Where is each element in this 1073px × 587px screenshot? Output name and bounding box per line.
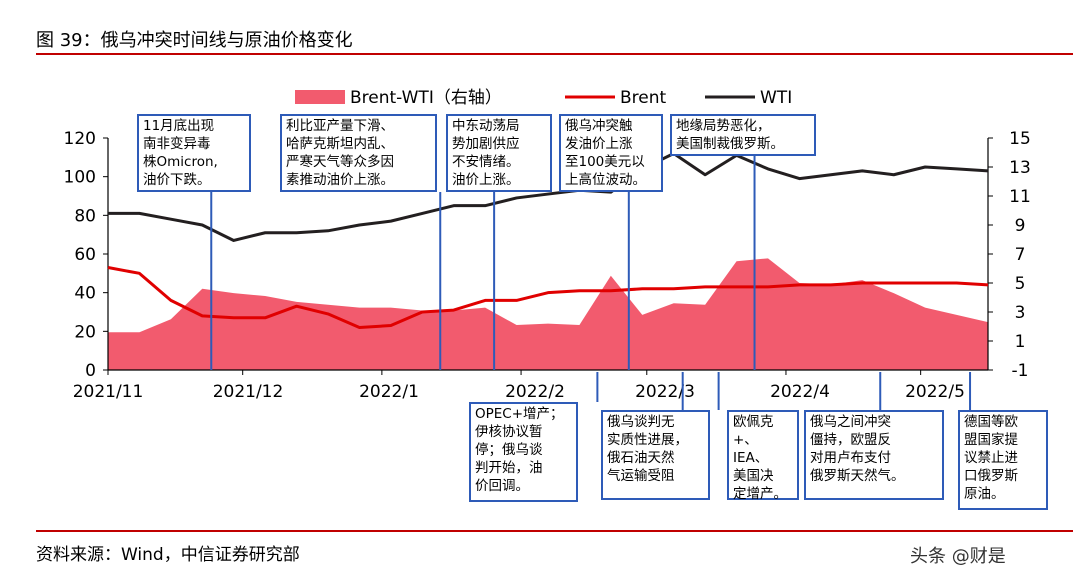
wti-line xyxy=(108,151,989,242)
x-tick-label: 2022/3 xyxy=(635,382,695,402)
brent-line xyxy=(107,266,989,329)
annotation-opec: OPEC+增产； 伊核协议暂 停；俄乌谈 判开始，油 价回调。 xyxy=(469,402,578,502)
x-tick-label: 2022/5 xyxy=(905,382,965,402)
y-right-tick-label: 9 xyxy=(1015,216,1026,236)
y-left-tick-label: 20 xyxy=(74,322,96,342)
y-right-tick-label: 11 xyxy=(1009,187,1031,207)
y-left-tick-label: 100 xyxy=(64,168,96,188)
annotation-ruble: 俄乌之间冲突 僵持，欧盟反 对用卢布支付 俄罗斯天然气。 xyxy=(804,410,944,500)
legend-swatch-spread xyxy=(295,90,345,104)
annotation-omicron: 11月底出现 南非变异毒 株Omicron, 油价下跌。 xyxy=(137,114,251,192)
y-right-tick-label: 7 xyxy=(1015,245,1026,265)
x-tick-label: 2022/2 xyxy=(505,382,565,402)
legend-label: Brent xyxy=(620,88,667,108)
y-left-tick-label: 120 xyxy=(64,129,96,149)
y-right-tick-label: 15 xyxy=(1009,129,1031,149)
annotation-sanctions: 地缘局势恶化， 美国制裁俄罗斯。 xyxy=(670,114,816,156)
annotation-touch100: 俄乌冲突触 发油价上涨 至100美元以 上高位波动。 xyxy=(559,114,663,192)
y-right-tick-label: 5 xyxy=(1015,274,1026,294)
y-left-tick-label: 80 xyxy=(74,206,96,226)
y-left-tick-label: 40 xyxy=(74,284,96,304)
x-tick-label: 2021/12 xyxy=(213,382,284,402)
y-left-tick-label: 60 xyxy=(74,245,96,265)
annotation-libya: 利比亚产量下滑、 哈萨克斯坦内乱、 严寒天气等众多因 素推动油价上涨。 xyxy=(280,114,437,192)
title-rule xyxy=(36,53,1073,55)
y-right-tick-label: -1 xyxy=(1012,361,1029,381)
annotation-talks: 俄乌谈判无 实质性进展， 俄石油天然 气运输受阻 xyxy=(601,410,710,500)
x-tick-label: 2022/1 xyxy=(359,382,419,402)
source-rule xyxy=(36,530,1073,532)
figure-title: 图 39：俄乌冲突时间线与原油价格变化 xyxy=(36,30,353,51)
watermark: 头条 @财是 xyxy=(910,546,1006,567)
annotation-iea: 欧佩克 +、IEA、 美国决 定增产。 xyxy=(727,410,799,502)
annotation-eu_ban: 德国等欧 盟国家提 议禁止进 口俄罗斯 原油。 xyxy=(958,410,1048,510)
legend-label: Brent-WTI（右轴） xyxy=(350,88,502,108)
x-tick-label: 2022/4 xyxy=(770,382,830,402)
y-left-tick-label: 0 xyxy=(85,361,96,381)
annotation-mideast: 中东动荡局 势加剧供应 不安情绪。 油价上涨。 xyxy=(446,114,552,192)
spread-area xyxy=(108,258,988,370)
y-right-tick-label: 13 xyxy=(1009,158,1031,178)
legend-label: WTI xyxy=(760,88,792,108)
x-tick-label: 2021/11 xyxy=(73,382,144,402)
y-right-tick-label: 3 xyxy=(1015,303,1026,323)
source-note: 资料来源：Wind，中信证券研究部 xyxy=(36,545,300,565)
y-right-tick-label: 1 xyxy=(1015,332,1026,352)
